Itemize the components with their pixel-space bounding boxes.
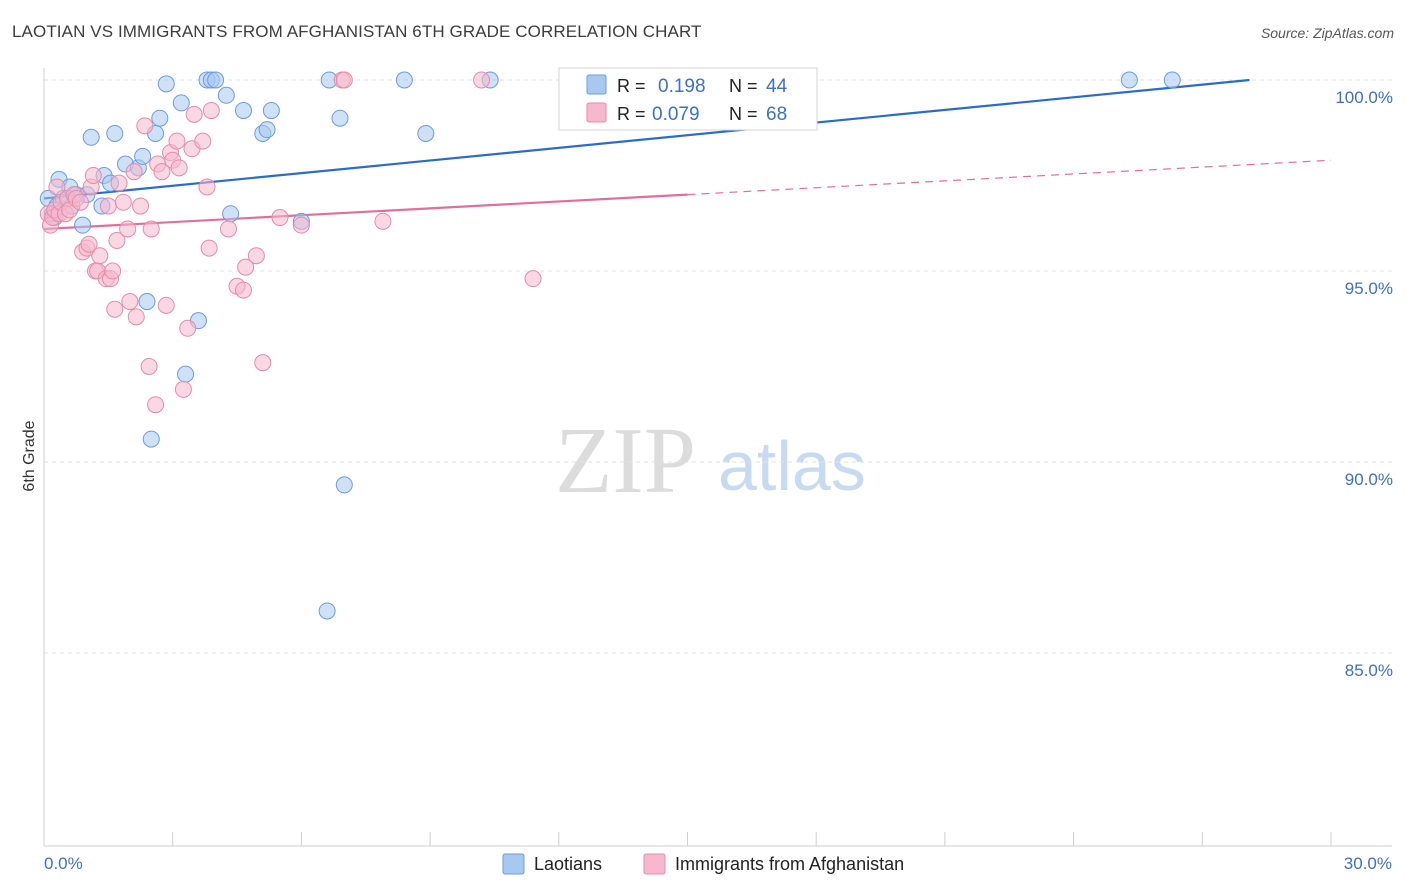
afghanistan-point — [200, 239, 218, 257]
laotian-point — [82, 128, 100, 146]
laotian-point — [395, 71, 413, 89]
bottom-legend-swatch-afghanistan — [643, 853, 666, 875]
afghanistan-point — [271, 209, 289, 227]
laotian-point — [318, 602, 336, 620]
afghanistan-point — [524, 270, 542, 288]
laotian-point — [1163, 71, 1181, 89]
afghanistan-point — [71, 193, 89, 211]
afghanistan-point — [106, 300, 124, 318]
legend-r-value-1: 0.198 — [658, 76, 706, 97]
x-tick-label-right: 30.0% — [1344, 854, 1392, 873]
legend-n-label-1: N = — [729, 76, 758, 96]
afghanistan-point — [374, 212, 392, 230]
x-tick-label-left: 0.0% — [44, 854, 83, 873]
laotian-point — [74, 216, 92, 234]
laotian-point — [157, 75, 175, 93]
afghanistan-point — [185, 105, 203, 123]
bottom-legend-label-afghanistan: Immigrants from Afghanistan — [675, 854, 904, 874]
afghanistan-point — [237, 258, 255, 276]
legend-n-label-2: N = — [729, 104, 758, 124]
y-tick-label: 95.0% — [1345, 279, 1393, 298]
afghanistan-point — [132, 197, 150, 215]
laotian-point — [138, 293, 156, 311]
afghanistan-point — [153, 163, 171, 181]
afghanistan-point — [114, 193, 132, 211]
legend-r-value-2: 0.079 — [652, 104, 700, 125]
laotian-point — [172, 94, 190, 112]
afghanistan-point — [125, 163, 143, 181]
afghanistan-point — [99, 197, 117, 215]
laotian-point — [134, 147, 152, 165]
chart-title: LAOTIAN VS IMMIGRANTS FROM AFGHANISTAN 6… — [12, 22, 702, 41]
afghanistan-point — [168, 132, 186, 150]
legend-n-value-2: 68 — [766, 104, 787, 125]
laotian-point — [417, 124, 435, 142]
afghanistan-point — [121, 293, 139, 311]
afghanistan-point — [473, 71, 491, 89]
afghanistan-point — [170, 159, 188, 177]
afghanistan-point — [157, 296, 175, 314]
laotian-point — [177, 365, 195, 383]
laotian-point — [207, 71, 225, 89]
y-tick-label: 90.0% — [1345, 470, 1393, 489]
laotian-point — [151, 109, 169, 127]
laotian-point — [234, 102, 252, 120]
legend-n-value-1: 44 — [766, 76, 788, 97]
afghanistan-point — [104, 262, 122, 280]
afghanistan-point — [234, 281, 252, 299]
laotian-point — [106, 124, 124, 142]
afghanistan-point — [110, 174, 128, 192]
afghanistan-point — [91, 247, 109, 265]
laotian-point — [217, 86, 235, 104]
laotian-point — [222, 205, 240, 223]
afghanistan-point — [335, 71, 353, 89]
afghanistan-point — [136, 117, 154, 135]
y-axis-title: 6th Grade — [21, 420, 38, 491]
afghanistan-point — [84, 167, 102, 184]
bottom-legend-label-laotians: Laotians — [534, 854, 602, 874]
afghanistan-point — [174, 380, 192, 398]
watermark-atlas: atlas — [718, 427, 866, 505]
gridlines — [44, 79, 1392, 654]
afghanistan-point — [179, 319, 197, 337]
afghanistan-point — [292, 216, 310, 234]
afghanistan-trend-extension — [687, 159, 1332, 196]
y-tick-label: 100.0% — [1335, 88, 1393, 107]
correlation-legend: R = 0.198 N = 44 R = 0.079 N = 68 — [558, 67, 818, 131]
afghanistan-point — [142, 220, 160, 238]
source-label: Source: ZipAtlas.com — [1260, 25, 1394, 41]
bottom-legend: Laotians Immigrants from Afghanistan — [502, 853, 904, 875]
afghanistan-point — [254, 354, 272, 372]
afghanistan-point — [247, 247, 265, 265]
afghanistan-point — [202, 102, 220, 120]
x-ticks — [172, 832, 1332, 846]
watermark-zip: ZIP — [555, 409, 696, 513]
legend-swatch-afghanistan — [586, 102, 607, 123]
afghanistan-point — [80, 235, 98, 253]
data-points — [39, 71, 1181, 620]
watermark: ZIP atlas — [555, 409, 866, 513]
afghanistan-point — [219, 220, 237, 238]
laotian-point — [335, 476, 353, 494]
legend-r-label-1: R = — [617, 76, 646, 96]
laotian-point — [1120, 71, 1138, 89]
afghanistan-point — [198, 178, 216, 196]
laotian-point — [258, 121, 276, 139]
afghanistan-point — [119, 220, 137, 238]
y-tick-label: 85.0% — [1345, 661, 1393, 680]
legend-swatch-laotians — [586, 74, 607, 95]
afghanistan-point — [194, 132, 212, 150]
legend-r-label-2: R = — [617, 104, 646, 124]
laotian-trend-line — [43, 78, 1250, 200]
bottom-legend-swatch-laotians — [502, 853, 525, 875]
laotian-point — [331, 109, 349, 127]
afghanistan-point — [127, 308, 145, 326]
laotian-point — [262, 102, 280, 120]
y-tick-labels: 100.0% 95.0% 90.0% 85.0% — [1335, 88, 1393, 680]
afghanistan-point — [108, 231, 126, 249]
afghanistan-point — [140, 358, 158, 375]
afghanistan-point — [147, 396, 165, 414]
laotian-point — [142, 430, 160, 448]
